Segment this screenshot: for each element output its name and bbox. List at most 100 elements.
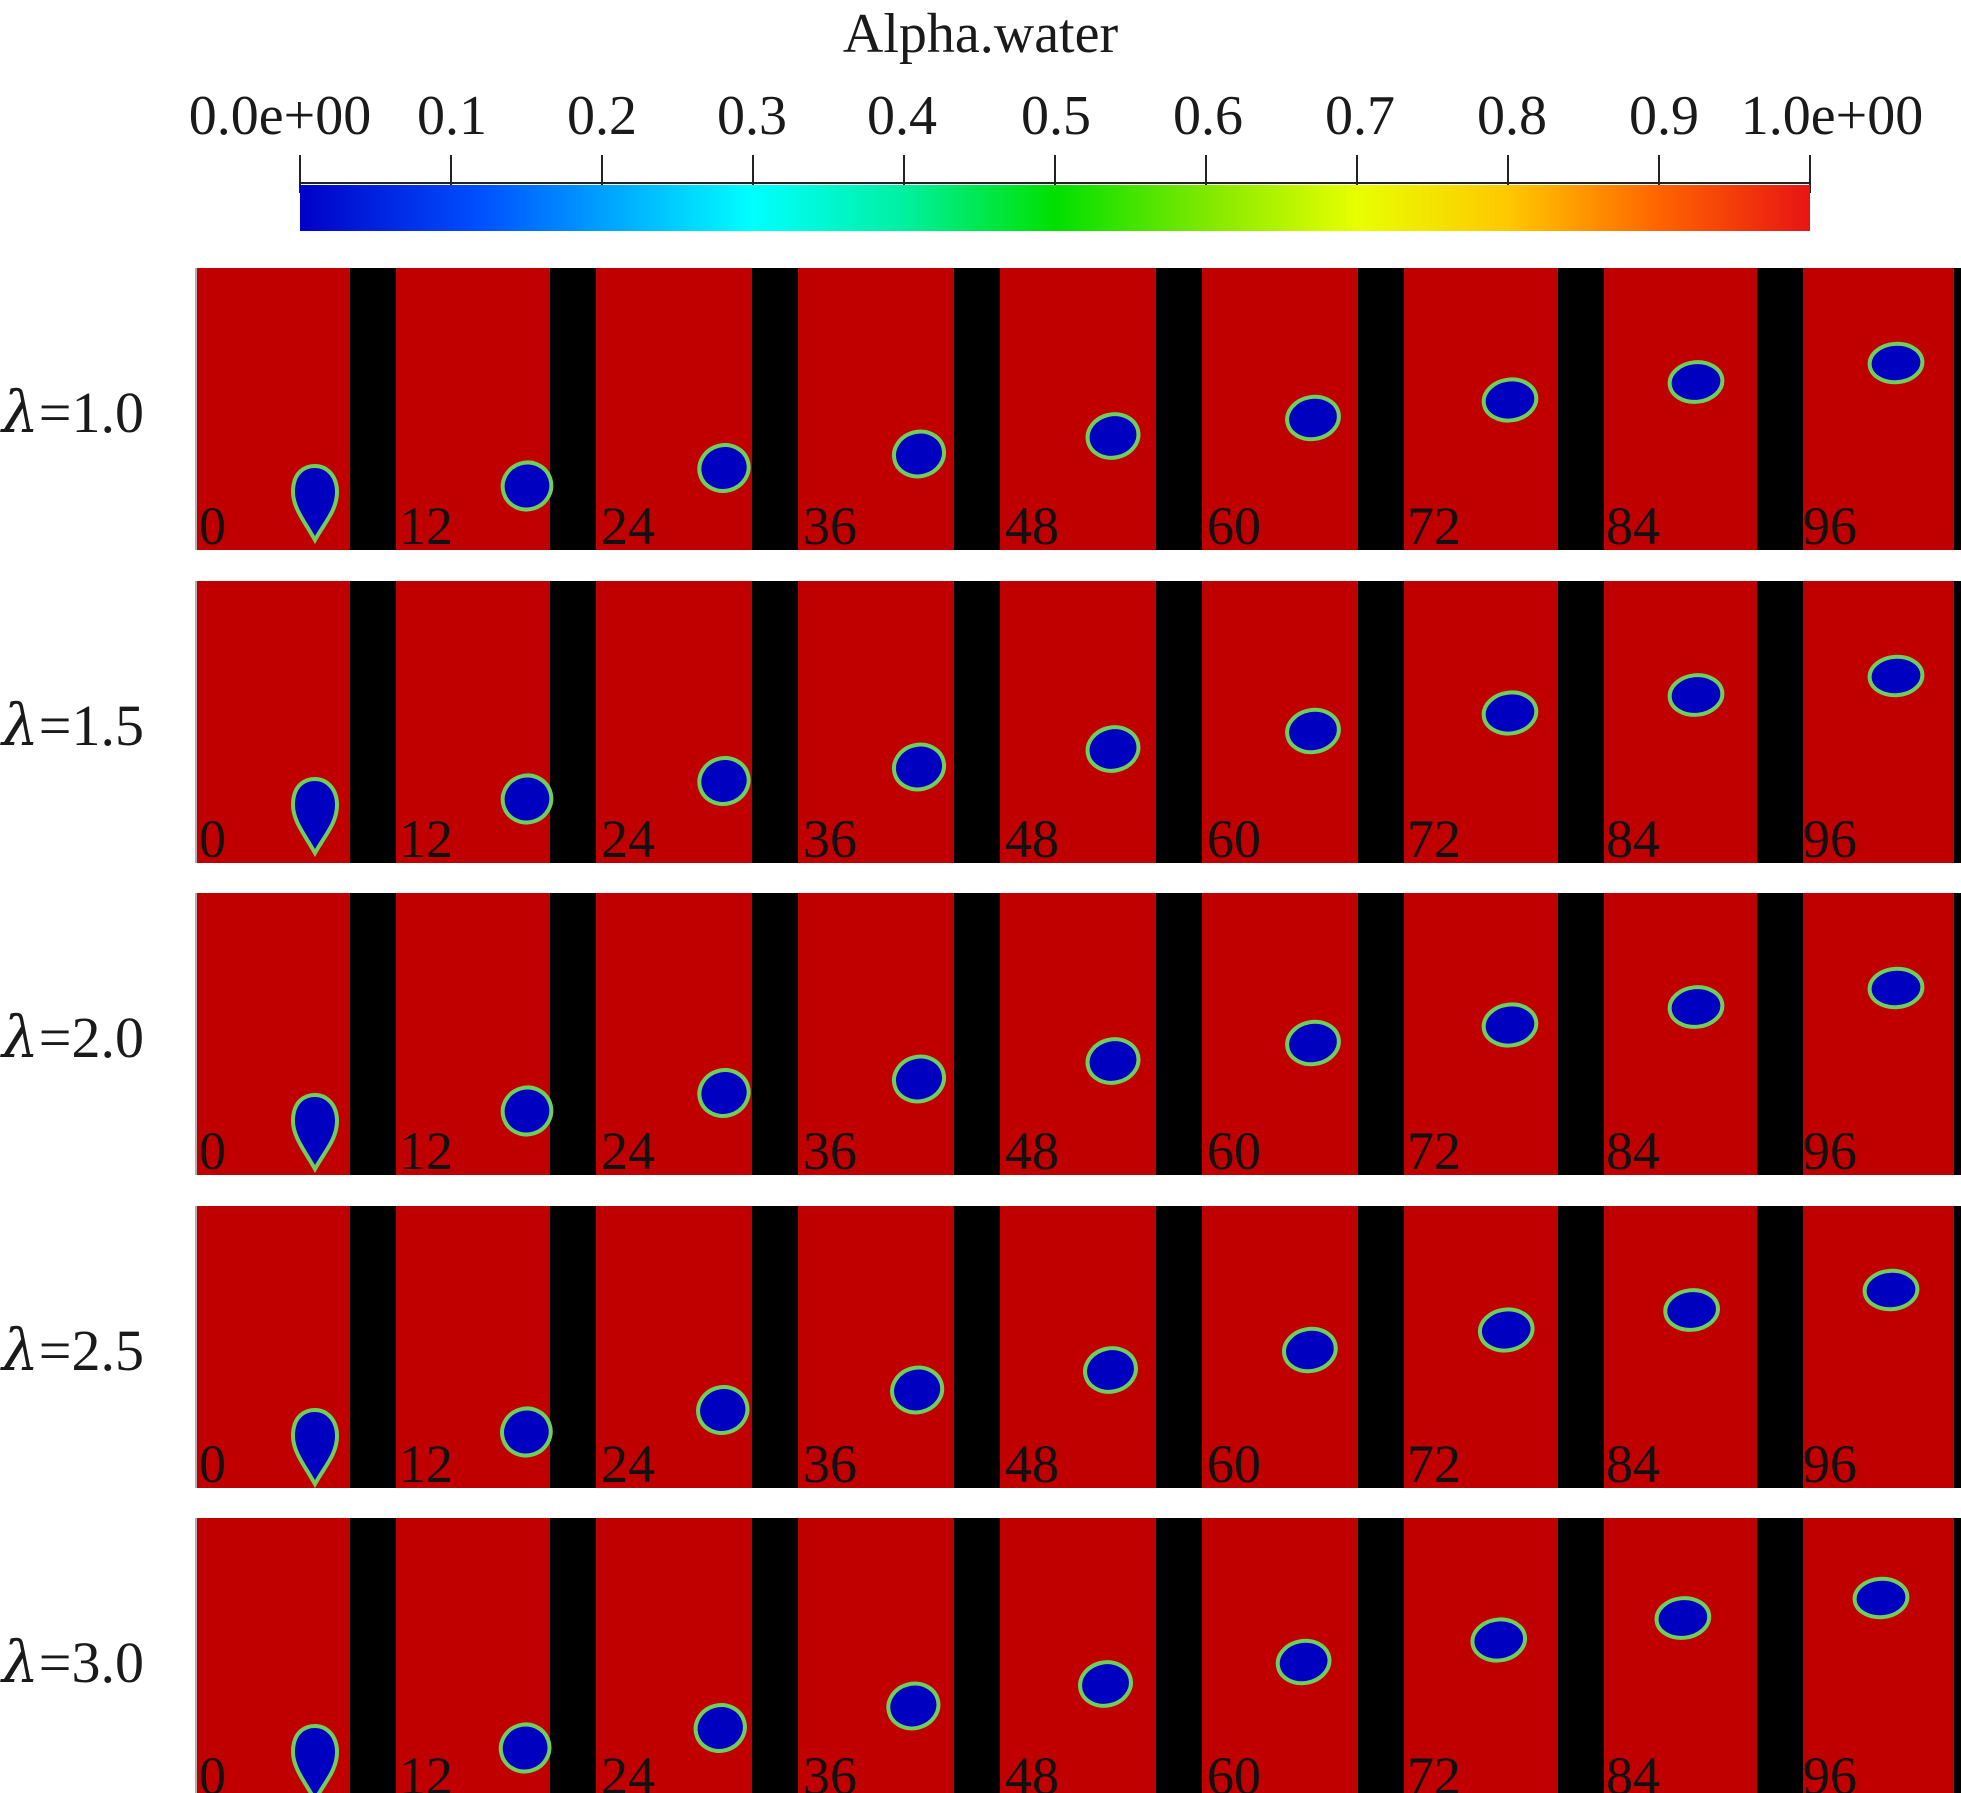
frame-label: 12	[399, 809, 453, 869]
colorbar-tick-mark	[1809, 155, 1811, 193]
row-label: λ=2.0	[2, 1005, 144, 1070]
frame-label: 36	[803, 1746, 857, 1793]
frame-label: 48	[1005, 1434, 1059, 1494]
wall	[1558, 268, 1604, 550]
air-bubble	[500, 460, 554, 512]
frame-label: 60	[1207, 809, 1261, 869]
colorbar-tick-label: 0.8	[1477, 85, 1547, 147]
wall	[550, 893, 596, 1175]
wall	[1757, 893, 1803, 1175]
colorbar-tick-label: 0.4	[867, 85, 937, 147]
wall	[1954, 893, 1961, 1175]
frame-label: 24	[601, 1746, 655, 1793]
air-bubble	[890, 1365, 945, 1415]
air-bubble	[891, 429, 947, 479]
frame-label: 96	[1803, 809, 1857, 869]
colorbar-tick-mark	[1356, 155, 1358, 193]
equals-sign: =	[38, 1005, 72, 1070]
air-bubble	[498, 1722, 552, 1774]
air-bubble	[290, 776, 340, 858]
air-bubble	[1867, 341, 1925, 385]
colorbar-tick-mark	[1507, 155, 1509, 193]
frame-label: 0	[199, 1121, 226, 1181]
air-bubble	[1085, 1037, 1141, 1085]
wall	[1757, 1206, 1803, 1488]
colorbar-tick-mark	[299, 155, 301, 193]
wall	[1156, 268, 1202, 550]
wall	[752, 581, 798, 863]
row-1: 0 12 24 36 48 60 72 84 96	[195, 268, 1961, 556]
air-bubble	[1481, 1002, 1539, 1048]
wall	[1757, 268, 1803, 550]
frame-label: 36	[803, 496, 857, 556]
air-bubble	[500, 1406, 553, 1458]
air-bubble	[290, 1723, 340, 1793]
wall	[350, 1518, 396, 1793]
air-bubble	[1477, 1307, 1535, 1353]
air-bubble	[1867, 654, 1925, 698]
air-bubble	[891, 742, 947, 792]
frame-label: 12	[399, 1121, 453, 1181]
air-bubble	[696, 1385, 750, 1435]
colorbar-tick-label: 0.0e+00	[188, 85, 372, 147]
air-bubble	[1867, 966, 1925, 1010]
air-bubble	[290, 463, 340, 545]
wall	[550, 1206, 596, 1488]
frame-label: 36	[803, 809, 857, 869]
colorbar	[300, 185, 1810, 231]
colorbar-tick-mark	[1205, 155, 1207, 193]
air-bubble	[290, 1092, 340, 1174]
air-bubble	[1663, 1288, 1720, 1332]
frame-label: 36	[803, 1121, 857, 1181]
row-label: λ=1.0	[2, 380, 144, 445]
wall	[350, 581, 396, 863]
air-bubble	[1285, 707, 1341, 755]
wall	[1558, 581, 1604, 863]
strip-edge	[195, 1206, 197, 1488]
colorbar-tick-mark	[450, 155, 452, 193]
equals-sign: =	[38, 693, 72, 758]
air-bubble	[1654, 1596, 1712, 1640]
air-bubble	[1275, 1638, 1332, 1686]
frame-label: 0	[199, 809, 226, 869]
frame-label: 72	[1407, 1746, 1461, 1793]
row-2: 0 12 24 36 48 60 72 84 96	[195, 581, 1961, 869]
air-bubble	[500, 1085, 554, 1137]
frame-label: 72	[1407, 496, 1461, 556]
frame-label: 48	[1005, 496, 1059, 556]
air-bubble	[1085, 725, 1141, 773]
lambda-symbol: λ	[2, 378, 39, 446]
wall	[954, 1518, 1000, 1793]
colorbar-tick-mark	[903, 155, 905, 193]
equals-sign: =	[38, 380, 72, 445]
wall	[1358, 268, 1404, 550]
frame-label: 72	[1407, 809, 1461, 869]
air-bubble	[500, 773, 554, 825]
frame-label: 60	[1207, 1121, 1261, 1181]
air-bubble	[1470, 1617, 1528, 1663]
air-bubble	[1862, 1268, 1920, 1312]
colorbar-tick-label: 1.0e+00	[1740, 85, 1924, 147]
wall	[350, 893, 396, 1175]
frame-label: 24	[601, 1121, 655, 1181]
wall	[1954, 1206, 1961, 1488]
wall	[1954, 268, 1961, 550]
air-bubble	[886, 1681, 941, 1731]
water-field	[197, 1206, 1961, 1488]
wall	[1358, 893, 1404, 1175]
wall	[954, 581, 1000, 863]
frame-label: 96	[1803, 496, 1857, 556]
air-bubble	[1667, 673, 1725, 717]
wall	[1757, 1518, 1803, 1793]
water-field	[197, 268, 1961, 550]
strip-edge	[195, 268, 197, 550]
frame-label: 60	[1207, 496, 1261, 556]
lambda-symbol: λ	[2, 1628, 39, 1696]
wall	[954, 1206, 1000, 1488]
wall	[1954, 581, 1961, 863]
row-label: λ=2.5	[2, 1318, 144, 1383]
wall	[752, 268, 798, 550]
lambda-value: 2.0	[71, 1005, 144, 1070]
wall	[550, 581, 596, 863]
lambda-value: 3.0	[71, 1630, 144, 1695]
